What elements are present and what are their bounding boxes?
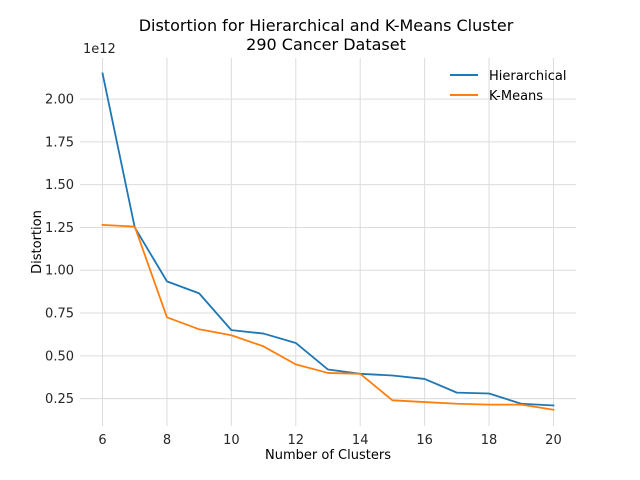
x-tick-label: 8 xyxy=(163,433,171,448)
y-tick-label: 0.25 xyxy=(45,392,74,407)
y-axis-label: Distortion xyxy=(30,210,45,274)
series-lines xyxy=(101,72,555,411)
legend: Hierarchical K-Means xyxy=(450,69,566,104)
x-tick-label: 14 xyxy=(352,433,369,448)
chart-title: Distortion for Hierarchical and K-Means … xyxy=(139,16,514,35)
series-line-hierarchical xyxy=(101,72,555,407)
y-tick-label: 0.75 xyxy=(45,307,74,322)
chart-subtitle: 290 Cancer Dataset xyxy=(246,35,406,54)
y-tick-label: 2.00 xyxy=(45,93,74,108)
y-tick-label: 1.25 xyxy=(45,221,74,236)
x-tick-label: 18 xyxy=(481,433,498,448)
x-tick-label: 16 xyxy=(416,433,433,448)
y-tick-label: 1.00 xyxy=(45,264,74,279)
legend-label-hierarchical: Hierarchical xyxy=(489,69,566,84)
series-line-k-means xyxy=(101,223,555,411)
plot-area xyxy=(80,58,576,426)
y-tick-label: 1.75 xyxy=(45,135,74,150)
y-tick-label: 1.50 xyxy=(45,178,74,193)
x-tick-label: 12 xyxy=(288,433,305,448)
x-tick-label: 6 xyxy=(98,433,106,448)
y-offset-label: 1e12 xyxy=(83,42,116,57)
y-axis-ticks: 0.25 0.50 0.75 1.00 1.25 1.50 1.75 2.00 xyxy=(45,93,74,408)
gridlines xyxy=(80,58,576,426)
x-axis-label: Number of Clusters xyxy=(265,448,391,463)
x-tick-label: 10 xyxy=(223,433,240,448)
legend-label-kmeans: K-Means xyxy=(489,89,543,104)
y-tick-label: 0.50 xyxy=(45,349,74,364)
x-axis-ticks: 6 8 10 12 14 16 18 20 xyxy=(98,433,561,448)
x-tick-label: 20 xyxy=(545,433,562,448)
